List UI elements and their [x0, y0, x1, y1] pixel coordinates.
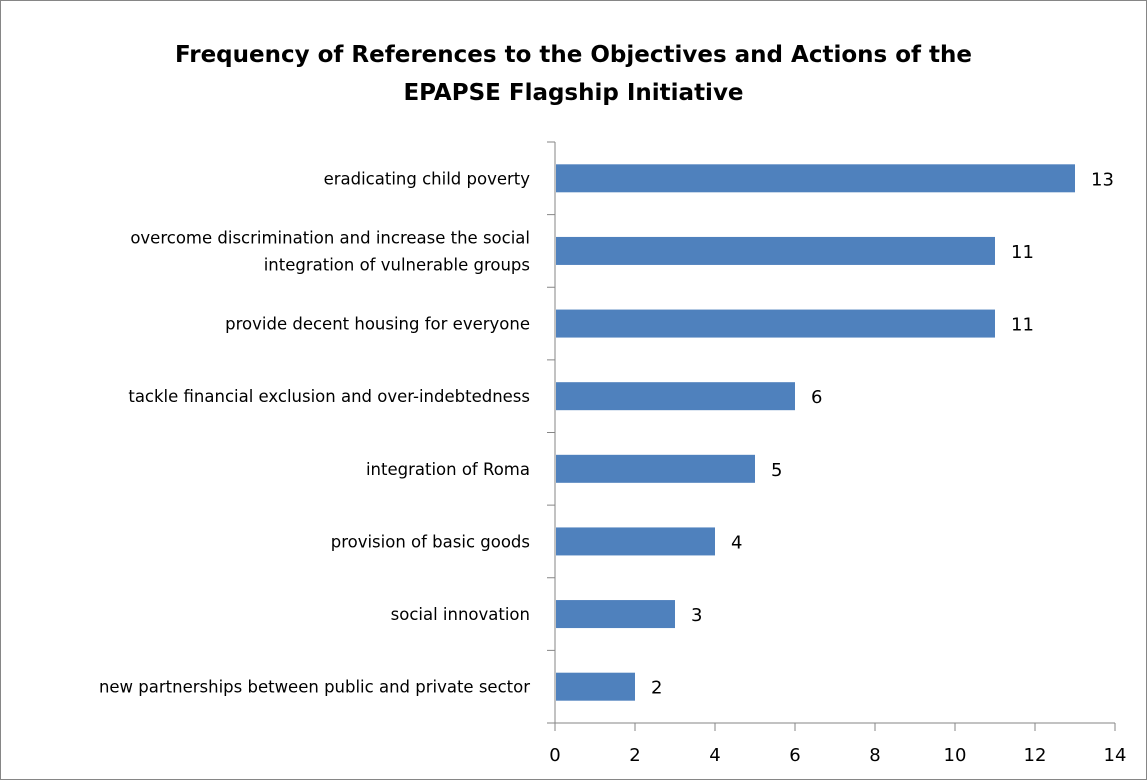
data-label: 11: [1011, 242, 1034, 263]
category-label: integration of vulnerable groups: [264, 255, 530, 274]
data-label: 13: [1091, 169, 1114, 190]
x-tick-label: 4: [709, 745, 720, 766]
x-tick-label: 8: [869, 745, 880, 766]
data-label: 11: [1011, 315, 1034, 336]
bar: [556, 454, 755, 483]
x-tick-label: 6: [789, 745, 800, 766]
x-tick-label: 14: [1104, 745, 1127, 766]
x-tick-label: 0: [549, 745, 560, 766]
data-label: 6: [811, 387, 822, 408]
data-label: 3: [691, 605, 702, 626]
data-label: 5: [771, 460, 782, 481]
category-label: provide decent housing for everyone: [225, 315, 530, 334]
data-label: 2: [651, 678, 662, 699]
chart-title-line-1: Frequency of References to the Objective…: [174, 42, 972, 68]
category-label: tackle financial exclusion and over-inde…: [128, 387, 530, 406]
category-label: overcome discrimination and increase the…: [130, 228, 530, 247]
category-label: provision of basic goods: [331, 532, 530, 551]
x-tick-label: 10: [944, 745, 967, 766]
chart-title: Frequency of References to the Objective…: [0, 36, 1147, 112]
bar: [556, 600, 675, 629]
category-label: integration of Roma: [366, 460, 530, 479]
bar: [556, 309, 995, 338]
bar: [556, 164, 1075, 193]
category-label: social innovation: [391, 605, 530, 624]
bar: [556, 382, 795, 411]
bar: [556, 672, 635, 701]
bar: [556, 527, 715, 556]
bar: [556, 236, 995, 265]
chart-title-line-2: EPAPSE Flagship Initiative: [403, 80, 744, 106]
x-tick-label: 2: [629, 745, 640, 766]
category-label: new partnerships between public and priv…: [99, 678, 530, 697]
data-label: 4: [731, 532, 742, 553]
x-tick-label: 12: [1024, 745, 1047, 766]
category-label: eradicating child poverty: [324, 169, 531, 188]
